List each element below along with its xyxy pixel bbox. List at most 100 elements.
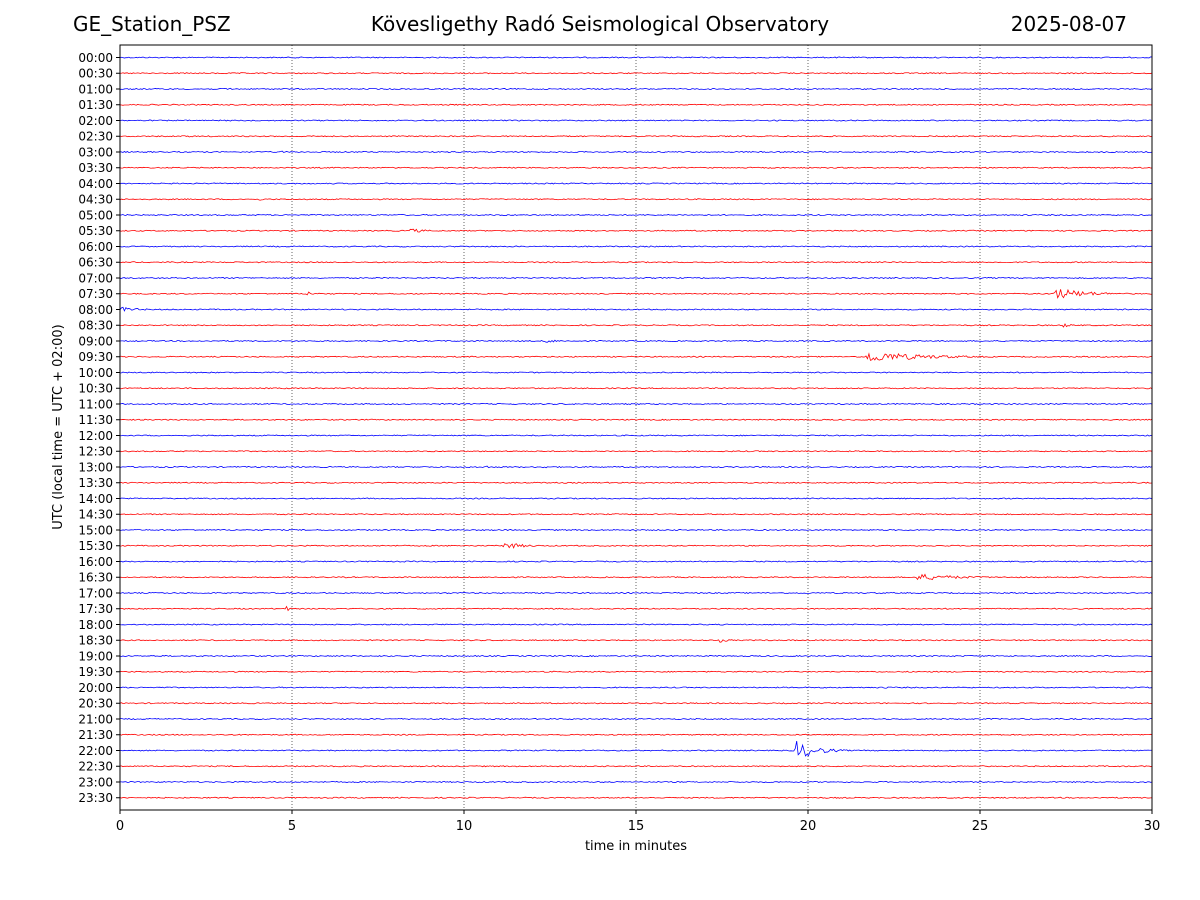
trace-1330 bbox=[119, 481, 1153, 484]
y-tick-label: 20:00 bbox=[78, 681, 113, 695]
y-tick-label: 11:00 bbox=[78, 397, 113, 411]
y-tick-label: 09:30 bbox=[78, 350, 113, 364]
y-tick-label: 08:00 bbox=[78, 303, 113, 317]
trace-0430 bbox=[119, 198, 1153, 201]
trace-0700 bbox=[119, 276, 1153, 280]
date-label: 2025-08-07 bbox=[1010, 12, 1127, 36]
x-tick-label: 5 bbox=[288, 819, 296, 834]
trace-0030 bbox=[119, 72, 1153, 75]
trace-0100 bbox=[119, 87, 1153, 90]
trace-1530 bbox=[119, 543, 1153, 549]
trace-1800 bbox=[119, 623, 1153, 626]
trace-1400 bbox=[119, 497, 1153, 500]
y-tick-label: 21:30 bbox=[78, 728, 113, 742]
y-tick-label: 15:00 bbox=[78, 523, 113, 537]
trace-1600 bbox=[119, 560, 1153, 563]
y-tick-label: 09:00 bbox=[78, 334, 113, 348]
trace-1900 bbox=[119, 655, 1153, 657]
y-tick-label: 01:00 bbox=[78, 82, 113, 96]
y-tick-label: 23:00 bbox=[78, 775, 113, 789]
trace-0730 bbox=[119, 288, 1153, 299]
trace-1630 bbox=[119, 573, 1153, 581]
trace-1230 bbox=[119, 450, 1153, 453]
trace-0630 bbox=[119, 261, 1153, 264]
y-tick-label: 16:00 bbox=[78, 555, 113, 569]
y-tick-label: 12:00 bbox=[78, 429, 113, 443]
trace-1730 bbox=[119, 605, 1153, 612]
observatory-title: Kövesligethy Radó Seismological Observat… bbox=[370, 12, 830, 36]
trace-1930 bbox=[119, 670, 1153, 673]
trace-0530 bbox=[119, 228, 1153, 233]
y-tick-label: 17:30 bbox=[78, 602, 113, 616]
trace-2200 bbox=[119, 740, 1153, 757]
y-tick-label: 03:30 bbox=[78, 161, 113, 175]
y-tick-label: 02:00 bbox=[78, 114, 113, 128]
y-tick-label: 07:00 bbox=[78, 271, 113, 285]
trace-1830 bbox=[119, 639, 1153, 643]
trace-2030 bbox=[119, 702, 1153, 705]
y-tick-label: 06:30 bbox=[78, 256, 113, 270]
trace-2000 bbox=[119, 686, 1153, 689]
y-tick-label: 05:00 bbox=[78, 208, 113, 222]
trace-0200 bbox=[119, 119, 1153, 122]
y-tick-label: 01:30 bbox=[78, 98, 113, 112]
y-tick-label: 17:00 bbox=[78, 586, 113, 600]
trace-0300 bbox=[119, 150, 1153, 154]
y-tick-label: 05:30 bbox=[78, 224, 113, 238]
trace-1000 bbox=[119, 371, 1153, 374]
y-tick-label: 00:00 bbox=[78, 51, 113, 65]
y-tick-label: 00:30 bbox=[78, 67, 113, 81]
trace-1200 bbox=[119, 434, 1153, 437]
y-tick-label: 12:30 bbox=[78, 445, 113, 459]
x-tick-label: 20 bbox=[800, 819, 817, 834]
y-tick-label: 07:30 bbox=[78, 287, 113, 301]
y-tick-label: 15:30 bbox=[78, 539, 113, 553]
trace-1030 bbox=[119, 387, 1153, 390]
y-tick-label: 20:30 bbox=[78, 697, 113, 711]
trace-2100 bbox=[119, 717, 1153, 720]
y-tick-label: 10:30 bbox=[78, 382, 113, 396]
y-tick-label: 19:30 bbox=[78, 665, 113, 679]
trace-1500 bbox=[119, 528, 1153, 531]
trace-0600 bbox=[119, 245, 1153, 248]
trace-0230 bbox=[119, 135, 1153, 138]
y-tick-label: 10:00 bbox=[78, 366, 113, 380]
trace-0930 bbox=[119, 352, 1153, 361]
y-tick-label: 22:00 bbox=[78, 744, 113, 758]
trace-1700 bbox=[119, 591, 1153, 595]
y-tick-label: 14:30 bbox=[78, 508, 113, 522]
header: GE_Station_PSZ Kövesligethy Radó Seismol… bbox=[0, 0, 1200, 44]
x-tick-label: 0 bbox=[116, 819, 124, 834]
trace-0830 bbox=[119, 323, 1153, 328]
y-tick-label: 18:00 bbox=[78, 618, 113, 632]
x-tick-label: 15 bbox=[628, 819, 645, 834]
trace-1430 bbox=[119, 513, 1153, 516]
x-axis-label: time in minutes bbox=[585, 839, 687, 854]
trace-0330 bbox=[119, 166, 1153, 169]
y-tick-label: 08:30 bbox=[78, 319, 113, 333]
trace-0800 bbox=[119, 306, 1153, 312]
x-tick-label: 10 bbox=[456, 819, 473, 834]
x-tick-label: 30 bbox=[1144, 819, 1161, 834]
trace-2300 bbox=[119, 780, 1153, 784]
y-tick-label: 23:30 bbox=[78, 791, 113, 805]
trace-0130 bbox=[119, 103, 1153, 106]
trace-0900 bbox=[119, 339, 1153, 343]
trace-0400 bbox=[119, 182, 1153, 185]
trace-group bbox=[119, 56, 1153, 799]
trace-0500 bbox=[119, 213, 1153, 216]
trace-2330 bbox=[119, 796, 1153, 799]
y-tick-label: 19:00 bbox=[78, 649, 113, 663]
y-tick-label: 13:30 bbox=[78, 476, 113, 490]
y-tick-label: 04:30 bbox=[78, 193, 113, 207]
trace-1100 bbox=[119, 402, 1153, 406]
y-tick-label: 02:30 bbox=[78, 130, 113, 144]
y-axis-label: UTC (local time = UTC + 02:00) bbox=[51, 324, 66, 529]
y-tick-label: 18:30 bbox=[78, 634, 113, 648]
y-tick-label: 03:00 bbox=[78, 145, 113, 159]
y-tick-label: 22:30 bbox=[78, 760, 113, 774]
trace-2230 bbox=[119, 765, 1153, 768]
trace-2130 bbox=[119, 733, 1153, 736]
